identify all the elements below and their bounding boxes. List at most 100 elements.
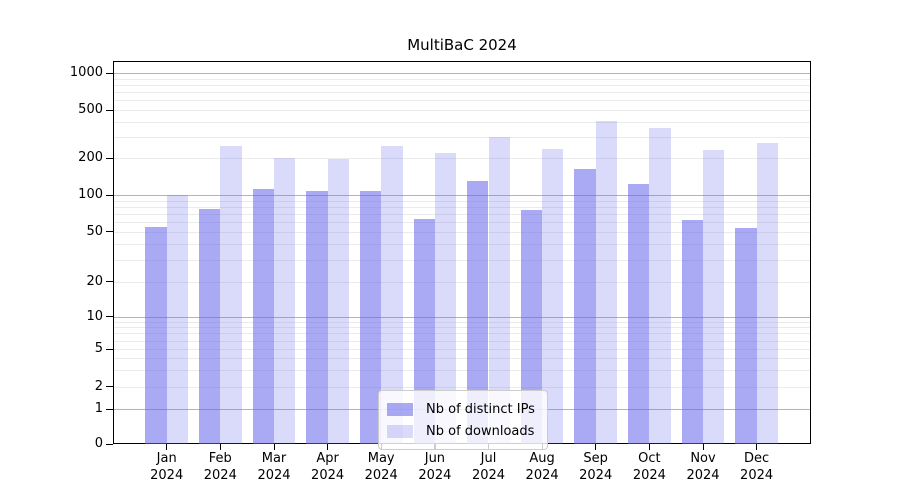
gridline xyxy=(114,222,810,223)
gridline xyxy=(114,231,810,233)
y-tick-mark xyxy=(106,443,113,445)
gridline xyxy=(114,386,810,388)
y-tick-label: 0 xyxy=(94,436,103,452)
x-tick-year: 2024 xyxy=(579,468,613,483)
x-tick-month: Dec xyxy=(744,451,770,466)
x-tick-mark xyxy=(219,444,221,450)
y-tick-label: 200 xyxy=(78,150,103,166)
y-tick-label: 500 xyxy=(78,102,103,117)
bar-distinct-ips xyxy=(413,219,435,445)
x-tick-month: Sep xyxy=(583,451,608,466)
x-tick-mark xyxy=(166,444,168,450)
gridline xyxy=(114,78,810,80)
y-tick-mark xyxy=(106,348,113,350)
x-tick-label: Apr 2024 xyxy=(298,450,358,484)
gridline xyxy=(114,349,810,350)
chart-title: MultiBaC 2024 xyxy=(407,36,517,54)
x-tick-label: Sep 2024 xyxy=(566,450,626,484)
legend-swatch-distinct-ips xyxy=(387,402,413,416)
x-tick-year: 2024 xyxy=(203,468,237,483)
legend-label-distinct-ips: Nb of distinct IPs xyxy=(426,401,535,417)
gridline xyxy=(114,213,810,215)
gridline xyxy=(114,327,810,329)
bar-distinct-ips xyxy=(359,190,382,445)
y-tick-label: 1 xyxy=(94,401,103,416)
x-tick-year: 2024 xyxy=(471,468,506,483)
gridline xyxy=(114,243,810,245)
y-tick-mark xyxy=(106,194,113,196)
plot-area xyxy=(113,61,811,445)
x-tick-label: May 2024 xyxy=(351,450,411,484)
gridline xyxy=(114,321,810,323)
x-tick-year: 2024 xyxy=(740,468,774,483)
x-tick-label: Oct 2024 xyxy=(619,450,679,484)
bar-downloads xyxy=(327,158,349,445)
x-tick-year: 2024 xyxy=(257,468,291,483)
gridline xyxy=(114,333,810,335)
bar-distinct-ips xyxy=(735,227,757,445)
x-tick-mark xyxy=(648,444,651,450)
bar-distinct-ips xyxy=(628,184,650,445)
x-tick-month: Jun xyxy=(424,451,446,466)
y-tick-label: 100 xyxy=(78,187,103,202)
bar-distinct-ips xyxy=(520,210,543,445)
gridline xyxy=(114,136,810,138)
x-tick-label: Jan 2024 xyxy=(137,450,197,484)
gridline xyxy=(114,340,810,342)
gridline xyxy=(114,316,810,318)
x-tick-label: Feb 2024 xyxy=(190,450,250,484)
bar-distinct-ips xyxy=(574,168,596,445)
y-tick-mark xyxy=(106,72,113,74)
gridline xyxy=(114,85,810,87)
x-tick-year: 2024 xyxy=(525,468,559,483)
y-tick-mark xyxy=(106,157,113,159)
x-tick-year: 2024 xyxy=(364,468,398,483)
y-tick-label: 50 xyxy=(86,223,103,239)
bar-distinct-ips xyxy=(198,208,221,445)
gridline xyxy=(114,121,810,123)
bar-downloads xyxy=(274,158,296,445)
bar-downloads xyxy=(220,145,242,445)
bar-downloads xyxy=(703,150,725,445)
x-tick-label: Nov 2024 xyxy=(673,450,733,484)
gridline xyxy=(114,158,810,160)
gridline xyxy=(114,195,810,196)
x-tick-month: Aug xyxy=(529,451,555,466)
gridline xyxy=(114,200,810,202)
y-tick-label: 20 xyxy=(86,273,103,289)
gridline xyxy=(114,358,810,360)
gridline xyxy=(114,281,810,283)
legend-row-distinct-ips: Nb of distinct IPs xyxy=(387,398,535,420)
y-tick-mark xyxy=(106,408,113,410)
y-tick-label: 5 xyxy=(94,341,103,356)
gridline xyxy=(114,259,810,261)
x-tick-mark xyxy=(327,444,329,450)
x-tick-mark xyxy=(595,444,597,450)
x-tick-month: May xyxy=(367,451,395,466)
bar-downloads xyxy=(381,145,403,445)
gridline xyxy=(114,110,810,111)
x-tick-mark xyxy=(702,444,704,450)
y-tick-label: 1000 xyxy=(69,65,103,81)
bar-distinct-ips xyxy=(252,188,274,445)
x-tick-month: Jan xyxy=(156,451,177,466)
y-tick-mark xyxy=(106,281,113,283)
gridline xyxy=(114,370,810,371)
x-tick-month: Oct xyxy=(638,451,661,466)
x-tick-year: 2024 xyxy=(632,468,666,483)
x-tick-month: Jul xyxy=(480,451,497,466)
x-tick-month: Apr xyxy=(316,451,339,466)
bar-distinct-ips xyxy=(681,220,703,445)
y-tick-mark xyxy=(106,109,113,111)
y-tick-mark xyxy=(106,231,113,233)
legend: Nb of distinct IPs Nb of downloads xyxy=(378,390,548,450)
bar-distinct-ips xyxy=(145,226,167,445)
x-tick-label: Dec 2024 xyxy=(727,450,787,484)
bar-downloads xyxy=(488,137,510,445)
bar-distinct-ips xyxy=(467,180,489,445)
x-tick-month: Feb xyxy=(208,451,232,466)
bar-downloads xyxy=(434,153,457,445)
bar-downloads xyxy=(595,120,618,445)
x-tick-label: Aug 2024 xyxy=(512,450,572,484)
bar-downloads xyxy=(649,128,671,445)
